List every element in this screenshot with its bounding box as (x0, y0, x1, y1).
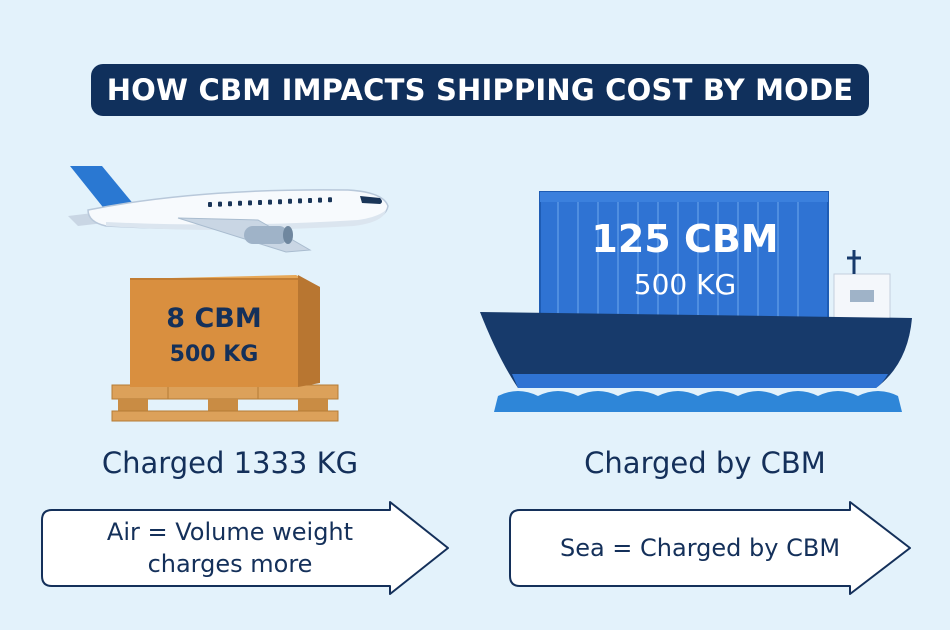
sea-charged-label: Charged by CBM (584, 446, 826, 480)
page-title: HOW CBM IMPACTS SHIPPING COST BY MODE (106, 73, 854, 107)
airplane-icon (68, 166, 389, 253)
container-volume-label: 125 CBM (591, 217, 779, 261)
cargo-crate-icon (111, 275, 339, 422)
title-banner: HOW CBM IMPACTS SHIPPING COST BY MODE (91, 64, 869, 116)
sea-arrow-callout (509, 501, 911, 595)
crate-volume-label: 8 CBM (166, 303, 262, 334)
air-arrow-line2: charges more (147, 550, 313, 578)
air-arrow-line1: Air = Volume weight (106, 518, 354, 546)
shipping-container-icon (539, 191, 829, 331)
air-arrow-callout (41, 501, 449, 595)
pallet-icon (111, 384, 339, 422)
sea-arrow-text: Sea = Charged by CBM (559, 534, 841, 562)
container-weight-label: 500 KG (633, 268, 737, 301)
cargo-ship-icon (480, 191, 912, 412)
crate-weight-label: 500 KG (169, 342, 259, 367)
air-charged-label: Charged 1333 KG (101, 446, 359, 480)
